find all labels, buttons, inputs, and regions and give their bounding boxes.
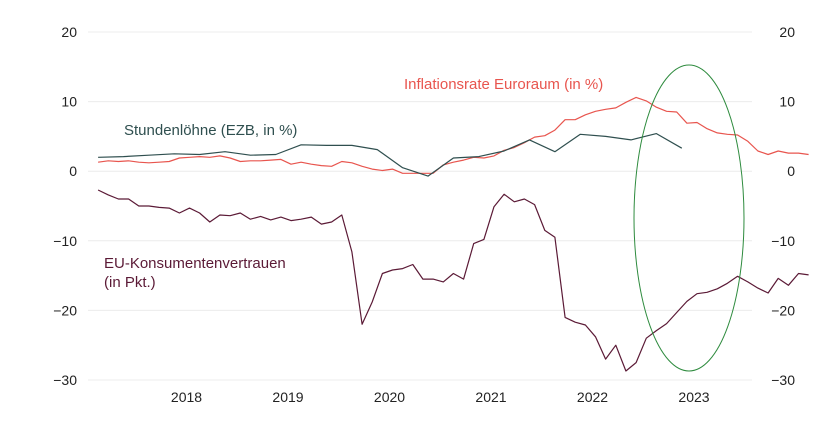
y-tick-label-left: −30 [53,372,77,388]
y-tick-label-right: −30 [771,372,795,388]
series-label-consumer-confidence-unit: (in Pkt.) [104,274,156,291]
y-tick-label-right: −10 [771,233,795,249]
series-lines [97,96,809,372]
series-label-inflation: Inflationsrate Euroraum (in %) [404,76,603,93]
series-label-wages: Stundenlöhne (EZB, in %) [124,122,297,139]
highlight-ellipse [633,64,745,372]
y-tick-label-left: 10 [61,94,77,110]
y-tick-label-left: 20 [61,24,77,40]
x-tick-label: 2023 [678,389,709,405]
y-tick-label-left: −20 [53,302,77,318]
series-line-consumer-confidence [97,189,809,372]
x-tick-label: 2019 [272,389,303,405]
y-tick-label-right: 0 [787,163,795,179]
y-axis-left: 20 10 0 −10 −20 −30 [53,24,77,388]
series-line-wages [98,133,683,177]
y-axis-right: 20 10 0 −10 −20 −30 [771,24,795,388]
x-tick-label: 2021 [475,389,506,405]
x-tick-label: 2022 [577,389,608,405]
gridlines [88,31,752,381]
series-label-consumer-confidence: EU-Konsumentenvertrauen [104,255,286,272]
series-line-inflation [98,96,809,174]
x-tick-label: 2018 [171,389,202,405]
y-tick-label-right: 10 [779,94,795,110]
y-tick-label-left: −10 [53,233,77,249]
y-tick-label-left: 0 [69,163,77,179]
x-axis: 2018 2019 2020 2021 2022 2023 [171,389,710,405]
y-tick-label-right: −20 [771,302,795,318]
y-tick-label-right: 20 [779,24,795,40]
x-tick-label: 2020 [374,389,405,405]
